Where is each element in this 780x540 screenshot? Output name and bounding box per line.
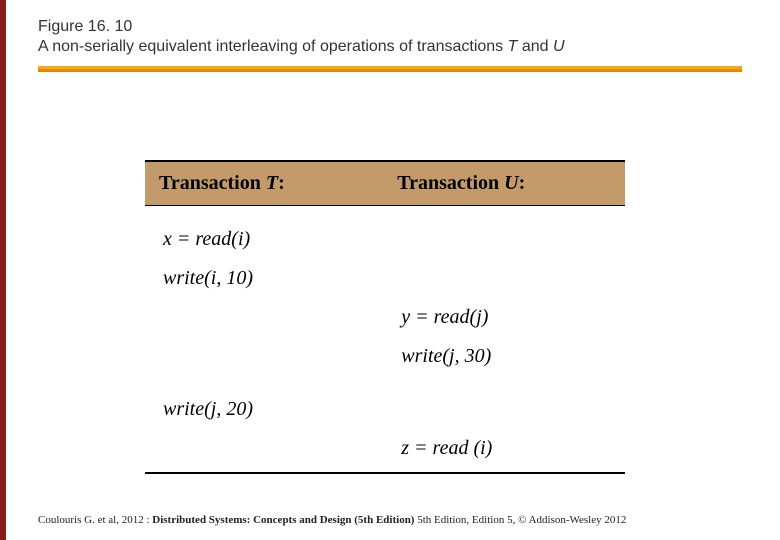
table-row: z = read (i) bbox=[145, 429, 625, 473]
citation-prefix: Coulouris G. et al, 2012 : bbox=[38, 514, 152, 526]
citation-title: Distributed Systems: Concepts and Design… bbox=[152, 514, 414, 526]
col-header-u-prefix: Transaction bbox=[397, 172, 504, 194]
table-row: y = read(j) bbox=[145, 298, 625, 337]
figure-number: Figure 16. 10 bbox=[38, 18, 780, 36]
figure-title: A non-serially equivalent interleaving o… bbox=[38, 38, 780, 56]
figure-title-var-u: U bbox=[553, 38, 565, 55]
cell-t: write(i, 10) bbox=[145, 259, 383, 298]
cell-u bbox=[383, 390, 625, 429]
col-header-u: Transaction U: bbox=[383, 161, 625, 206]
left-accent-stripe bbox=[0, 0, 6, 540]
cell-u bbox=[383, 220, 625, 259]
cell-u: z = read (i) bbox=[383, 429, 625, 473]
figure-header: Figure 16. 10 A non-serially equivalent … bbox=[0, 0, 780, 56]
table-row: write(j, 30) bbox=[145, 337, 625, 376]
table-gap-row bbox=[145, 376, 625, 390]
figure-title-var-t: T bbox=[508, 38, 518, 55]
cell-t bbox=[145, 337, 383, 376]
table-header-row: Transaction T: Transaction U: bbox=[145, 161, 625, 206]
cell-t: write(j, 20) bbox=[145, 390, 383, 429]
col-header-t-suffix: : bbox=[278, 172, 285, 194]
cell-u: y = read(j) bbox=[383, 298, 625, 337]
figure-title-prefix: A non-serially equivalent interleaving o… bbox=[38, 38, 508, 55]
transaction-table-wrap: Transaction T: Transaction U: x = read(i… bbox=[145, 160, 625, 474]
col-header-t-prefix: Transaction bbox=[159, 172, 266, 194]
title-underline-bar bbox=[38, 66, 742, 72]
cell-u: write(j, 30) bbox=[383, 337, 625, 376]
citation-footer: Coulouris G. et al, 2012 : Distributed S… bbox=[38, 514, 770, 526]
cell-t bbox=[145, 298, 383, 337]
table-gap-row bbox=[145, 206, 625, 220]
cell-t: x = read(i) bbox=[145, 220, 383, 259]
figure-title-and: and bbox=[517, 38, 553, 55]
cell-t bbox=[145, 429, 383, 473]
col-header-t: Transaction T: bbox=[145, 161, 383, 206]
table-row: write(i, 10) bbox=[145, 259, 625, 298]
col-header-u-suffix: : bbox=[519, 172, 526, 194]
col-header-t-var: T bbox=[266, 172, 278, 194]
cell-u bbox=[383, 259, 625, 298]
citation-suffix: 5th Edition, Edition 5, © Addison-Wesley… bbox=[414, 514, 626, 526]
table-row: write(j, 20) bbox=[145, 390, 625, 429]
col-header-u-var: U bbox=[504, 172, 518, 194]
transaction-table: Transaction T: Transaction U: x = read(i… bbox=[145, 160, 625, 474]
table-row: x = read(i) bbox=[145, 220, 625, 259]
